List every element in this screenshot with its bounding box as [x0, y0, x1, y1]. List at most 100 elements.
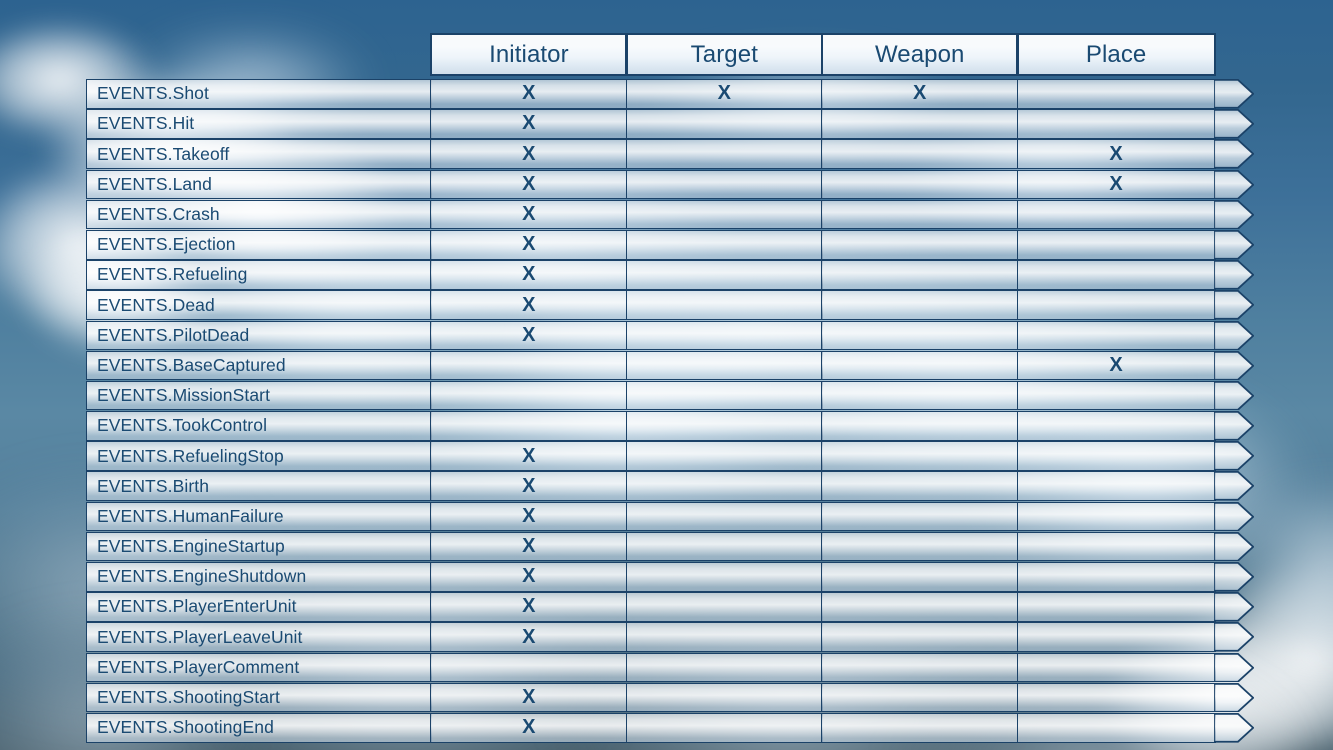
- matrix-cell-initiator[interactable]: X: [430, 712, 628, 743]
- matrix-cell-weapon[interactable]: [821, 652, 1019, 683]
- matrix-cell-target[interactable]: [625, 260, 823, 290]
- matrix-cell-target[interactable]: [625, 531, 823, 562]
- matrix-cell-target[interactable]: [625, 139, 823, 169]
- matrix-cell-target[interactable]: [625, 471, 823, 502]
- matrix-cell-place[interactable]: [1016, 109, 1216, 139]
- matrix-cell-target[interactable]: [625, 169, 823, 200]
- matrix-cell-target[interactable]: [625, 682, 823, 713]
- matrix-cell-initiator[interactable]: X: [430, 199, 628, 230]
- row-label-cell[interactable]: EVENTS.PlayerLeaveUnit: [86, 622, 432, 652]
- matrix-cell-weapon[interactable]: [821, 229, 1019, 260]
- table-row[interactable]: EVENTS.Land X X: [86, 169, 1266, 200]
- matrix-cell-initiator[interactable]: X: [430, 109, 628, 139]
- matrix-cell-initiator[interactable]: X: [430, 531, 628, 562]
- matrix-cell-weapon[interactable]: [821, 682, 1019, 713]
- matrix-cell-weapon[interactable]: [821, 441, 1019, 471]
- matrix-cell-target[interactable]: [625, 380, 823, 411]
- matrix-cell-place[interactable]: [1016, 531, 1216, 562]
- row-label-cell[interactable]: EVENTS.BaseCaptured: [86, 350, 432, 381]
- column-header-initiator[interactable]: Initiator: [430, 33, 628, 76]
- table-row[interactable]: EVENTS.PilotDead X: [86, 320, 1266, 351]
- matrix-cell-place[interactable]: [1016, 682, 1216, 713]
- matrix-cell-initiator[interactable]: X: [430, 229, 628, 260]
- row-label-cell[interactable]: EVENTS.HumanFailure: [86, 501, 432, 532]
- matrix-cell-weapon[interactable]: [821, 592, 1019, 622]
- table-row[interactable]: EVENTS.EngineStartup X: [86, 531, 1266, 562]
- matrix-cell-weapon[interactable]: [821, 622, 1019, 652]
- matrix-cell-weapon[interactable]: [821, 139, 1019, 169]
- matrix-cell-initiator[interactable]: X: [430, 562, 628, 592]
- matrix-cell-initiator[interactable]: [430, 652, 628, 683]
- matrix-cell-target[interactable]: [625, 320, 823, 351]
- matrix-cell-initiator[interactable]: X: [430, 501, 628, 532]
- table-row[interactable]: EVENTS.PlayerLeaveUnit X: [86, 622, 1266, 652]
- matrix-cell-target[interactable]: [625, 350, 823, 381]
- matrix-cell-initiator[interactable]: X: [430, 320, 628, 351]
- matrix-cell-initiator[interactable]: [430, 380, 628, 411]
- matrix-cell-weapon[interactable]: [821, 531, 1019, 562]
- matrix-cell-initiator[interactable]: X: [430, 471, 628, 502]
- table-row[interactable]: EVENTS.Shot X X X: [86, 79, 1266, 109]
- matrix-cell-initiator[interactable]: [430, 411, 628, 441]
- row-label-cell[interactable]: EVENTS.Dead: [86, 290, 432, 320]
- table-row[interactable]: EVENTS.EngineShutdown X: [86, 562, 1266, 592]
- row-label-cell[interactable]: EVENTS.Refueling: [86, 260, 432, 290]
- matrix-cell-weapon[interactable]: [821, 501, 1019, 532]
- matrix-cell-initiator[interactable]: X: [430, 79, 628, 109]
- matrix-cell-target[interactable]: X: [625, 79, 823, 109]
- matrix-cell-weapon[interactable]: [821, 712, 1019, 743]
- table-row[interactable]: EVENTS.BaseCaptured X: [86, 350, 1266, 381]
- row-label-cell[interactable]: EVENTS.Birth: [86, 471, 432, 502]
- matrix-cell-place[interactable]: [1016, 501, 1216, 532]
- row-label-cell[interactable]: EVENTS.PilotDead: [86, 320, 432, 351]
- matrix-cell-target[interactable]: [625, 592, 823, 622]
- matrix-cell-place[interactable]: [1016, 380, 1216, 411]
- matrix-cell-weapon[interactable]: [821, 169, 1019, 200]
- matrix-cell-target[interactable]: [625, 712, 823, 743]
- matrix-cell-target[interactable]: [625, 441, 823, 471]
- table-row[interactable]: EVENTS.Takeoff X X: [86, 139, 1266, 169]
- matrix-cell-target[interactable]: [625, 652, 823, 683]
- row-label-cell[interactable]: EVENTS.Hit: [86, 109, 432, 139]
- table-row[interactable]: EVENTS.RefuelingStop X: [86, 441, 1266, 471]
- table-row[interactable]: EVENTS.PlayerComment: [86, 652, 1266, 683]
- table-row[interactable]: EVENTS.Refueling X: [86, 260, 1266, 290]
- matrix-cell-target[interactable]: [625, 411, 823, 441]
- matrix-cell-weapon[interactable]: X: [821, 79, 1019, 109]
- matrix-cell-place[interactable]: [1016, 199, 1216, 230]
- matrix-cell-initiator[interactable]: X: [430, 260, 628, 290]
- matrix-cell-target[interactable]: [625, 290, 823, 320]
- matrix-cell-weapon[interactable]: [821, 109, 1019, 139]
- matrix-cell-initiator[interactable]: X: [430, 441, 628, 471]
- row-label-cell[interactable]: EVENTS.EngineStartup: [86, 531, 432, 562]
- table-row[interactable]: EVENTS.MissionStart: [86, 380, 1266, 411]
- matrix-cell-weapon[interactable]: [821, 290, 1019, 320]
- matrix-cell-place[interactable]: X: [1016, 139, 1216, 169]
- matrix-cell-initiator[interactable]: X: [430, 290, 628, 320]
- matrix-cell-target[interactable]: [625, 109, 823, 139]
- row-label-cell[interactable]: EVENTS.Shot: [86, 79, 432, 109]
- table-row[interactable]: EVENTS.Hit X: [86, 109, 1266, 139]
- row-label-cell[interactable]: EVENTS.EngineShutdown: [86, 562, 432, 592]
- matrix-cell-place[interactable]: [1016, 592, 1216, 622]
- row-label-cell[interactable]: EVENTS.Ejection: [86, 229, 432, 260]
- row-label-cell[interactable]: EVENTS.TookControl: [86, 411, 432, 441]
- matrix-cell-place[interactable]: [1016, 471, 1216, 502]
- table-row[interactable]: EVENTS.HumanFailure X: [86, 501, 1266, 532]
- matrix-cell-place[interactable]: X: [1016, 169, 1216, 200]
- row-label-cell[interactable]: EVENTS.Takeoff: [86, 139, 432, 169]
- table-row[interactable]: EVENTS.TookControl: [86, 411, 1266, 441]
- table-row[interactable]: EVENTS.Crash X: [86, 199, 1266, 230]
- matrix-cell-place[interactable]: [1016, 290, 1216, 320]
- matrix-cell-initiator[interactable]: X: [430, 169, 628, 200]
- matrix-cell-place[interactable]: [1016, 229, 1216, 260]
- table-row[interactable]: EVENTS.Ejection X: [86, 229, 1266, 260]
- column-header-place[interactable]: Place: [1016, 33, 1216, 76]
- matrix-cell-target[interactable]: [625, 501, 823, 532]
- matrix-cell-weapon[interactable]: [821, 411, 1019, 441]
- row-label-cell[interactable]: EVENTS.ShootingStart: [86, 682, 432, 713]
- matrix-cell-place[interactable]: [1016, 260, 1216, 290]
- matrix-cell-weapon[interactable]: [821, 320, 1019, 351]
- matrix-cell-place[interactable]: [1016, 622, 1216, 652]
- matrix-cell-place[interactable]: [1016, 79, 1216, 109]
